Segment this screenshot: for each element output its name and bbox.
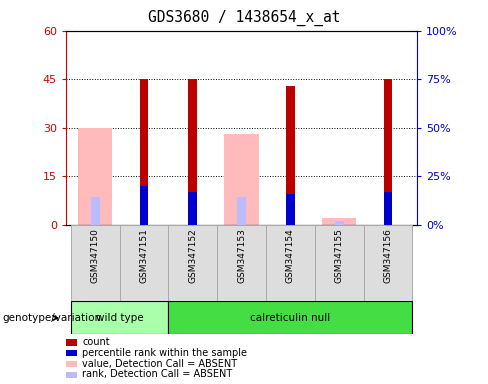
Bar (286, 194, 295, 225)
Text: GSM347150: GSM347150 (91, 228, 100, 283)
Bar (364, 225, 412, 301)
Text: genotype/variation: genotype/variation (2, 313, 102, 323)
Bar (315, 225, 364, 301)
Text: GSM347151: GSM347151 (140, 228, 148, 283)
Bar (217, 225, 266, 301)
Bar (71, 225, 120, 301)
Bar (188, 79, 197, 225)
Bar (266, 225, 315, 301)
Text: GSM347156: GSM347156 (384, 228, 392, 283)
Bar (335, 221, 344, 225)
Bar (168, 301, 412, 334)
Bar (224, 134, 259, 225)
Text: rank, Detection Call = ABSENT: rank, Detection Call = ABSENT (82, 369, 233, 379)
Text: GDS3680 / 1438654_x_at: GDS3680 / 1438654_x_at (148, 10, 340, 26)
Text: GSM347153: GSM347153 (237, 228, 246, 283)
Bar (188, 192, 197, 225)
Bar (168, 225, 217, 301)
Bar (237, 197, 246, 225)
Bar (384, 79, 392, 225)
Bar (140, 79, 148, 225)
Text: count: count (82, 337, 110, 347)
Text: value, Detection Call = ABSENT: value, Detection Call = ABSENT (82, 359, 238, 369)
Text: percentile rank within the sample: percentile rank within the sample (82, 348, 247, 358)
Bar (120, 225, 168, 301)
Text: GSM347154: GSM347154 (286, 228, 295, 283)
Bar (286, 86, 295, 225)
Bar (71, 301, 168, 334)
Text: wild type: wild type (96, 313, 143, 323)
Text: calreticulin null: calreticulin null (250, 313, 330, 323)
Text: GSM347152: GSM347152 (188, 228, 197, 283)
Bar (322, 218, 356, 225)
Text: GSM347155: GSM347155 (335, 228, 344, 283)
Bar (78, 128, 112, 225)
Bar (384, 192, 392, 225)
Bar (91, 197, 100, 225)
Bar (140, 186, 148, 225)
